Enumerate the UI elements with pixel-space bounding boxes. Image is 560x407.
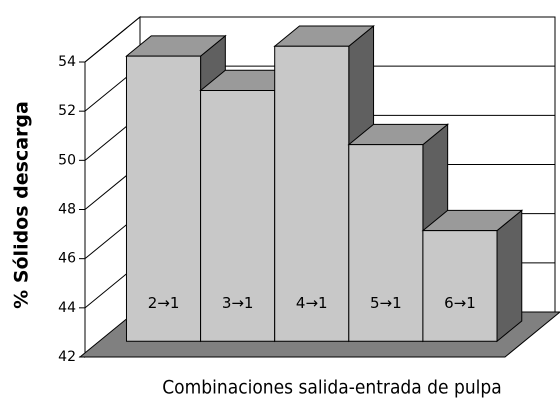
y-tick-label: 46 — [58, 251, 76, 267]
y-tick-label: 50 — [58, 152, 76, 168]
bar — [274, 45, 350, 342]
y-tick-label: 48 — [58, 202, 76, 218]
bar — [125, 55, 202, 342]
bar-side — [496, 209, 523, 343]
x-tick-label: 4→1 — [296, 294, 328, 312]
bar — [422, 230, 498, 342]
x-axis-title: Combinaciones salida-entrada de pulpa — [162, 377, 502, 399]
x-tick-label: 6→1 — [444, 294, 476, 312]
y-tick-label: 52 — [58, 103, 76, 119]
y-tick-label: 54 — [58, 54, 76, 70]
bar — [348, 144, 424, 342]
y-tick-label: 44 — [58, 300, 76, 316]
y-axis-title: % Sólidos descarga — [11, 101, 33, 309]
x-tick-label: 5→1 — [370, 294, 402, 312]
x-tick-label: 2→1 — [148, 294, 180, 312]
y-tick-label: 42 — [58, 349, 76, 365]
x-tick-label: 3→1 — [222, 294, 254, 312]
grid-line — [84, 16, 555, 63]
